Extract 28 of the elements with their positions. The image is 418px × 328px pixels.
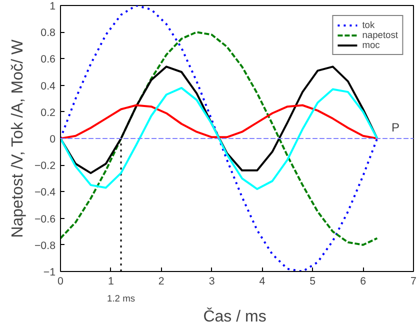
legend-label: moc — [362, 40, 381, 50]
y-tick-label: −0.2 — [34, 160, 56, 172]
x-tick-label: 2 — [158, 276, 164, 288]
x-tick-label: 3 — [208, 276, 215, 288]
y-tick-label: −0.8 — [34, 240, 56, 252]
y-tick-label: −0.4 — [34, 186, 56, 199]
y-tick-label: 0.2 — [40, 106, 56, 119]
y-tick-label: 0 — [50, 134, 56, 146]
x-tick-label: 7 — [410, 276, 417, 288]
line-series — [60, 86, 378, 190]
y-tick-label: 0.8 — [40, 27, 56, 40]
y-tick-label: 0.4 — [40, 80, 56, 92]
y-tick-label: −0.6 — [34, 213, 56, 226]
x-tick-label: 0 — [58, 276, 64, 288]
x-tick-label: 5 — [310, 276, 316, 288]
y-axis-title: Napetost /V, Tok /A, Moč/ W — [9, 38, 26, 238]
x-tick-label: 4 — [259, 276, 266, 288]
line-series — [60, 104, 378, 140]
x-axis-title: Čas / ms — [203, 308, 266, 326]
annotation: P — [392, 120, 400, 134]
x-tick-label: 6 — [360, 276, 366, 288]
legend-label: tok — [362, 20, 376, 30]
x-tick-label: 1 — [108, 276, 114, 288]
y-tick-label: 0.6 — [40, 54, 56, 66]
y-tick-label: 1 — [50, 0, 56, 12]
y-tick-label: −1 — [43, 266, 56, 278]
legend-label: napetost — [362, 30, 398, 40]
ref-line-label: 1.2 ms — [107, 294, 136, 304]
